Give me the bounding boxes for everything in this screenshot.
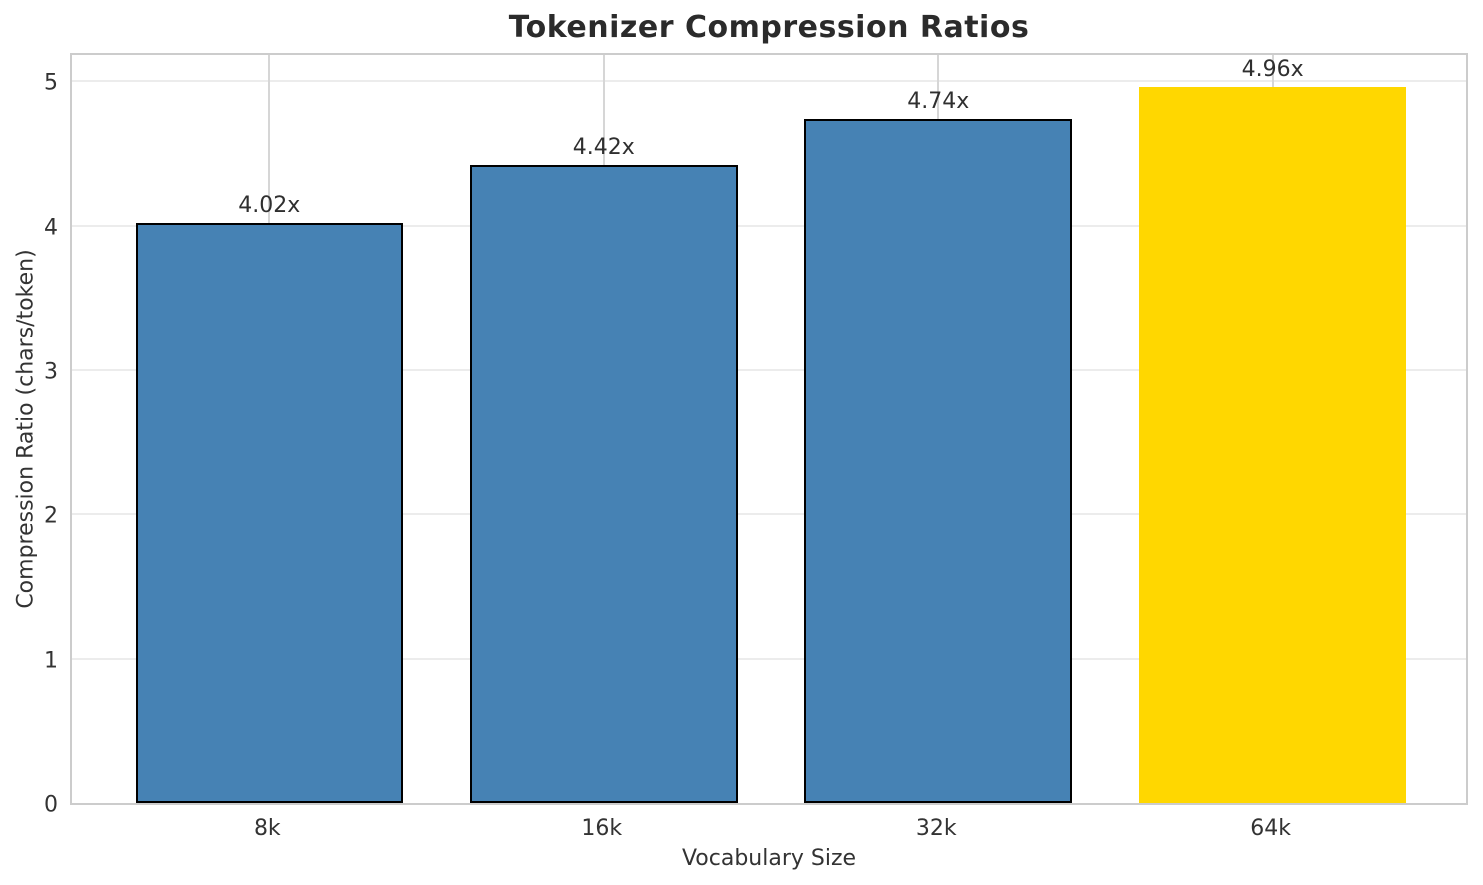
bar-value-label-16k: 4.42x (572, 135, 635, 161)
bar-8k (135, 222, 404, 803)
x-tick-label-64k: 64k (1250, 816, 1292, 841)
gridline-y-3 (72, 369, 1466, 371)
gridline-y-2 (72, 513, 1466, 516)
x-tick-label-16k: 16k (581, 816, 623, 841)
bar-64k (1138, 87, 1407, 803)
gridline-y-5 (72, 80, 1466, 83)
y-tick-label-5: 5 (44, 70, 58, 96)
gridline-y-1 (72, 657, 1466, 660)
x-tick-label-32k: 32k (915, 816, 957, 841)
bar-value-label-8k: 4.02x (238, 192, 301, 218)
plot-area: 4.02x 4.42x 4.74x 4.96x (70, 53, 1468, 805)
chart-title: Tokenizer Compression Ratios (508, 10, 1030, 45)
y-tick-label-3: 3 (44, 359, 58, 385)
bar-32k (804, 118, 1072, 803)
y-tick-label-4: 4 (44, 215, 58, 241)
x-tick-label-8k: 8k (253, 816, 281, 841)
x-axis-label: Vocabulary Size (681, 846, 857, 871)
gridline-y-4 (72, 224, 1466, 227)
bar-value-label-64k: 4.96x (1241, 57, 1304, 83)
y-tick-label-2: 2 (44, 503, 58, 529)
bar-value-label-32k: 4.74x (907, 88, 970, 114)
y-tick-label-0: 0 (44, 792, 58, 818)
bar-16k (469, 165, 738, 803)
y-axis-label: Compression Ratio (chars/token) (13, 249, 39, 609)
y-tick-label-1: 1 (44, 648, 58, 674)
